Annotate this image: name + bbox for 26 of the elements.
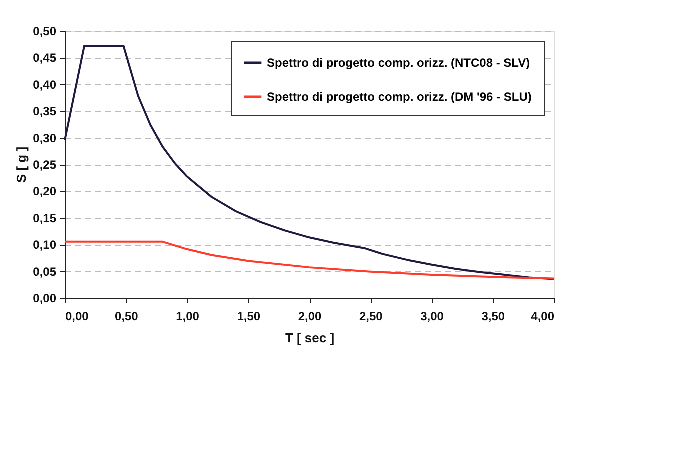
y-tick-label: 0,40 <box>33 78 57 92</box>
y-axis-title: S [ g ] <box>14 146 30 184</box>
x-axis-title: T [ sec ] <box>285 330 335 346</box>
line-series <box>64 240 555 280</box>
x-tick-label: 0,50 <box>114 310 139 324</box>
y-tick-label: 0,15 <box>33 211 57 226</box>
y-tick-label: 0,00 <box>33 292 57 306</box>
x-tick-label: 1,50 <box>237 310 261 324</box>
x-tick-label: 2,50 <box>359 310 384 324</box>
legend-label: Spettro di progetto comp. orizz. (NTC08 - SLV) <box>267 56 530 70</box>
y-tick-label: 0,45 <box>33 51 57 66</box>
y-tick-label: 0,30 <box>33 131 57 146</box>
y-tick-label: 0,10 <box>33 238 57 252</box>
x-tick-label: 4,00 <box>531 310 555 324</box>
x-tick-label: 3,00 <box>420 310 444 324</box>
y-tick-label: 0,50 <box>33 24 57 38</box>
y-tick-label: 0,25 <box>33 158 57 172</box>
y-tick-label: 0,05 <box>33 264 57 279</box>
x-tick-label: 2,00 <box>298 310 322 324</box>
x-tick-label: 3,50 <box>482 310 506 324</box>
line-series <box>64 44 555 280</box>
x-tick-label: 1,00 <box>176 310 200 324</box>
y-tick-label: 0,20 <box>33 184 57 199</box>
legend-label: Spettro di progetto comp. orizz. (DM '96 - SLU) <box>267 90 532 104</box>
x-tick-label: 0,00 <box>66 310 90 324</box>
y-tick-label: 0,35 <box>33 104 57 119</box>
